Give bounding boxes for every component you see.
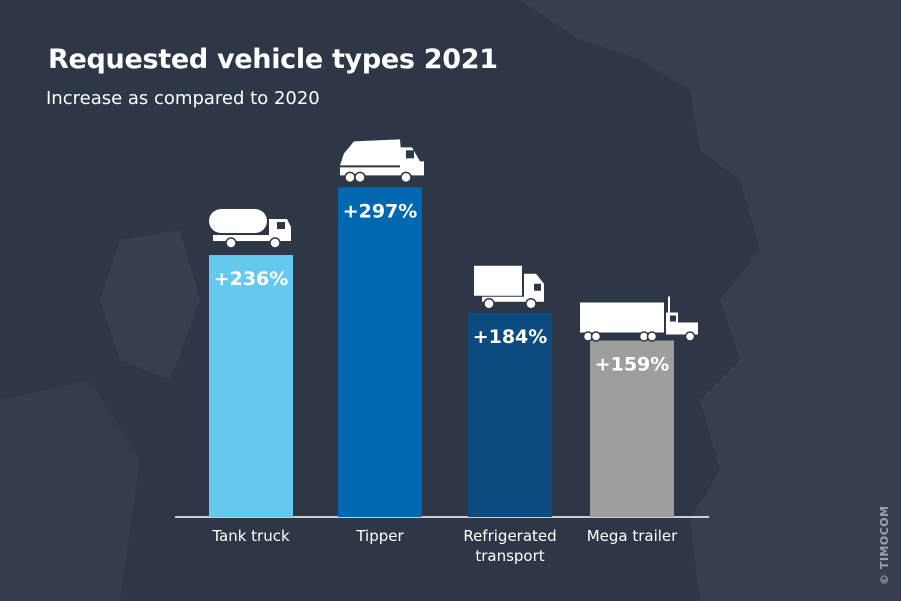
- data-label: +159%: [595, 354, 670, 376]
- category-label: Tank truck: [211, 527, 290, 545]
- data-label: +184%: [473, 326, 548, 348]
- copyright: © TIMOCOM: [878, 505, 891, 585]
- data-label: +236%: [214, 268, 289, 290]
- refrigerated-truck-icon: [474, 265, 544, 310]
- bar-1: [209, 255, 293, 518]
- chart-subtitle: Increase as compared to 2020: [46, 88, 320, 109]
- bar-2: [338, 187, 422, 517]
- category-label: Tipper: [355, 527, 404, 545]
- tank-truck-icon: [209, 209, 291, 249]
- category-label: Mega trailer: [587, 527, 678, 545]
- bar-4: [590, 340, 674, 517]
- mega-trailer-icon: [580, 296, 698, 342]
- chart-title: Requested vehicle types 2021: [48, 44, 498, 75]
- data-label: +297%: [343, 200, 418, 222]
- category-label: Refrigerated: [463, 527, 556, 545]
- bar-3: [468, 312, 552, 517]
- category-label: transport: [475, 547, 544, 565]
- tipper-truck-icon: [340, 139, 424, 184]
